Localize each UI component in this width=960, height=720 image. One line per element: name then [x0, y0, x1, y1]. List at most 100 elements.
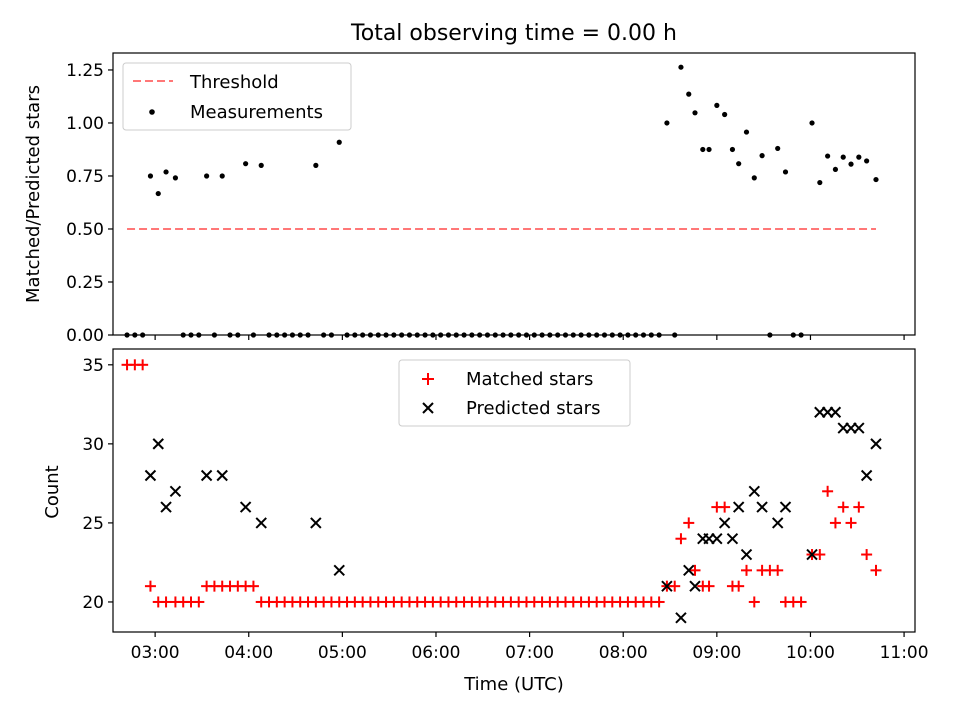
measurement-point: [873, 176, 879, 183]
bottom-y-tick-label: 30: [82, 435, 104, 455]
predicted-star-point: [255, 517, 267, 529]
x-axis-label: Time (UTC): [463, 674, 564, 695]
predicted-star-point: [160, 501, 172, 513]
measurement-point: [700, 146, 706, 153]
top-y-tick-label: 0.25: [66, 273, 104, 293]
legend-measurements-label: Measurements: [190, 102, 323, 123]
measurement-point: [664, 120, 670, 126]
measurement-point: [706, 146, 712, 153]
matched-star-point: [740, 564, 752, 576]
matched-star-point: [861, 549, 873, 561]
predicted-star-point: [169, 485, 182, 497]
predicted-star-point: [748, 485, 760, 497]
measurement-point: [856, 154, 862, 160]
measurement-point: [782, 169, 789, 175]
measurement-point: [759, 153, 765, 159]
matched-star-point: [829, 517, 841, 529]
bottom-y-tick-label: 35: [82, 356, 104, 376]
measurement-point: [736, 161, 742, 167]
x-tick-label: 09:00: [692, 643, 741, 663]
matched-star-point: [748, 596, 760, 608]
measurement-point: [336, 139, 342, 145]
predicted-star-point: [661, 580, 673, 592]
measurement-point: [686, 91, 692, 97]
x-tick-label: 08:00: [599, 643, 648, 663]
legend-predicted-swatch: [422, 402, 434, 414]
top-y-tick-label: 1.00: [66, 114, 104, 134]
measurement-point: [219, 173, 225, 179]
matched-star-point: [772, 564, 784, 576]
predicted-star-point: [732, 501, 745, 513]
top-y-ticks: 0.00 0.25 0.50 0.75 1.00 1.25: [66, 61, 113, 346]
measurement-point: [172, 175, 179, 181]
x-tick-label: 11:00: [880, 643, 929, 663]
top-marks: [124, 64, 879, 338]
top-legend-box: [122, 62, 352, 131]
top-y-tick-label: 0.75: [66, 167, 104, 187]
predicted-star-point: [152, 438, 164, 450]
x-tick-label: 04:00: [224, 643, 273, 663]
predicted-star-point: [726, 533, 739, 545]
measurement-point: [864, 158, 870, 164]
predicted-star-point: [683, 564, 695, 577]
bottom-x-ticks: 03:00 04:00 05:00 06:00 07:00 08:00 09:00 10:00…: [131, 632, 929, 663]
matched-star-point: [870, 564, 882, 576]
top-x-ticks: [154, 335, 905, 340]
bottom-legend-box: [398, 359, 631, 427]
matched-star-point: [683, 517, 695, 529]
bottom-plot-frame: [112, 348, 916, 633]
top-y-tick-label: 1.25: [66, 61, 104, 81]
bottom-legend: Matched stars Predicted stars: [398, 359, 631, 427]
measurement-point: [204, 173, 210, 179]
matched-star-point: [144, 580, 156, 592]
top-y-axis-label: Matched/Predicted stars: [23, 85, 44, 303]
predicted-star-point: [711, 533, 723, 545]
top-legend: Threshold Measurements: [122, 62, 352, 131]
measurement-point: [692, 110, 698, 116]
predicted-star-point: [829, 406, 842, 418]
predicted-star-point: [860, 469, 873, 482]
measurement-point: [313, 162, 319, 168]
measurement-point: [258, 162, 264, 168]
matched-star-point: [822, 485, 834, 497]
matched-star-point: [160, 596, 172, 608]
matched-star-point: [689, 564, 701, 576]
measurement-point: [840, 154, 846, 160]
predicted-star-point: [333, 564, 345, 577]
x-tick-label: 03:00: [131, 643, 180, 663]
measurement-point: [817, 179, 823, 186]
measurement-point: [155, 190, 161, 197]
matched-star-point: [675, 533, 687, 545]
legend-threshold-label: Threshold: [189, 72, 279, 93]
matched-star-point: [845, 517, 857, 529]
matched-star-point: [719, 501, 731, 513]
predicted-star-point: [771, 517, 784, 529]
legend-measurements-swatch: [149, 109, 155, 115]
predicted-star-point: [806, 548, 818, 561]
predicted-star-point: [689, 580, 701, 592]
legend-predicted-label: Predicted stars: [466, 398, 600, 419]
measurement-point: [809, 120, 815, 126]
measurement-point: [848, 161, 854, 167]
measurement-point: [825, 153, 831, 159]
matched-star-point: [247, 580, 259, 592]
measurement-point: [163, 169, 169, 175]
measurement-point: [832, 166, 839, 173]
predicted-star-point: [756, 501, 768, 513]
predicted-star-point: [310, 517, 322, 529]
matched-star-point: [837, 501, 849, 513]
measurement-point: [729, 146, 736, 153]
measurement-point: [722, 111, 728, 118]
bottom-y-tick-label: 20: [82, 593, 104, 613]
predicted-star-point: [144, 469, 157, 482]
x-tick-label: 10:00: [786, 643, 835, 663]
measurement-point: [775, 145, 781, 152]
matched-star-point: [703, 580, 715, 592]
matched-star-point: [193, 596, 205, 608]
matched-star-point: [795, 596, 807, 608]
measurement-point: [243, 161, 249, 167]
measurement-point: [678, 64, 684, 70]
predicted-star-point: [779, 501, 792, 513]
